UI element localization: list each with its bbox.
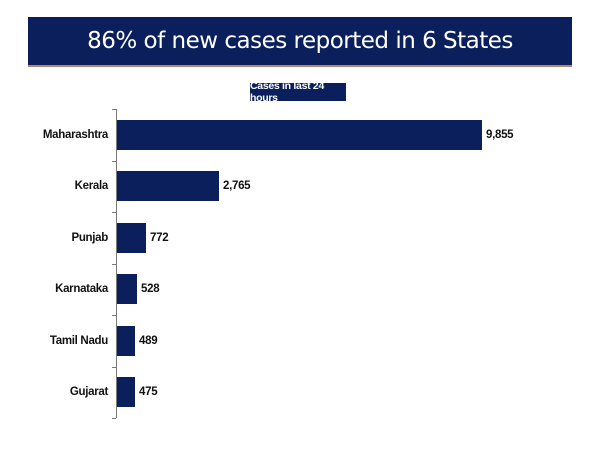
bar [117,377,135,407]
category-label: Karnataka [55,283,108,295]
y-axis-line [116,109,117,418]
chart-subtitle: Cases in last 24 hours [250,80,346,104]
category-label: Kerala [74,180,109,192]
axis-tick [112,418,116,419]
axis-tick [112,212,116,213]
axis-tick [112,109,116,110]
bar [117,171,219,201]
axis-tick [112,367,116,368]
bar-row: Kerala 2,765 [0,171,600,201]
bar-row: Tamil Nadu 489 [0,326,600,356]
category-label: Maharashtra [42,129,108,141]
bar [117,274,137,304]
value-label: 772 [150,232,169,244]
value-label: 528 [141,283,160,295]
bar [117,120,482,150]
bar-row: Maharashtra 9,855 [0,120,600,150]
category-label: Tamil Nadu [49,335,108,347]
category-label: Punjab [71,232,108,244]
value-label: 9,855 [486,129,514,141]
bar-row: Karnataka 528 [0,274,600,304]
bar-row: Punjab 772 [0,223,600,253]
value-label: 489 [139,335,158,347]
axis-tick [112,315,116,316]
title-banner: 86% of new cases reported in 6 States [28,17,572,67]
value-label: 475 [139,386,158,398]
subtitle-label: Cases in last 24 hours [250,80,324,104]
chart-title: 86% of new cases reported in 6 States [87,28,513,54]
bar [117,326,135,356]
axis-tick [112,161,116,162]
bar [117,223,146,253]
category-label: Gujarat [69,386,108,398]
value-label: 2,765 [223,180,251,192]
bar-row: Gujarat 475 [0,377,600,407]
axis-tick [112,264,116,265]
